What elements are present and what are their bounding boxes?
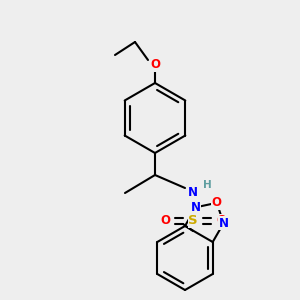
Text: O: O — [212, 196, 222, 209]
Text: N: N — [218, 217, 229, 230]
Text: O: O — [150, 58, 160, 71]
Text: N: N — [191, 201, 201, 214]
Text: O: O — [160, 214, 170, 227]
Text: H: H — [202, 180, 211, 190]
Text: S: S — [188, 214, 198, 227]
Text: O: O — [216, 214, 226, 227]
Text: N: N — [188, 187, 198, 200]
